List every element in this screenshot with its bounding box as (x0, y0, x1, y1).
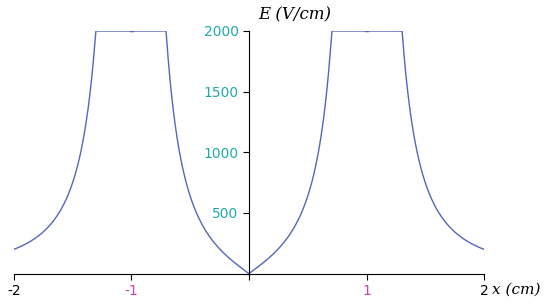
Text: E (V/cm): E (V/cm) (258, 7, 331, 24)
Text: x (cm): x (cm) (492, 282, 541, 296)
